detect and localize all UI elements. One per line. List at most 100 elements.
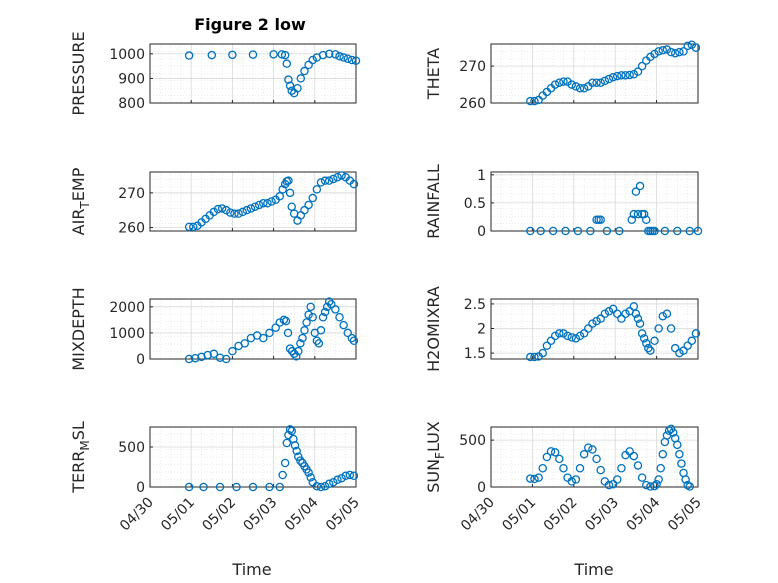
- data-point: [324, 479, 334, 489]
- data-point: [294, 452, 303, 461]
- data-point: [298, 333, 307, 343]
- data-point: [279, 315, 289, 325]
- data-point: [561, 226, 570, 236]
- y-tick-label: 1000: [109, 47, 145, 63]
- data-point: [292, 446, 301, 456]
- data-point: [652, 479, 661, 489]
- subplot-6: 1.5 2 2.5 H2OMIXRA: [424, 286, 701, 372]
- data-point: [285, 344, 295, 353]
- data-point: [184, 222, 194, 232]
- data-point: [675, 348, 684, 358]
- data-point: [296, 74, 306, 83]
- data-point: [341, 471, 350, 481]
- data-point: [608, 304, 618, 314]
- axes-box: [149, 43, 357, 104]
- data-point: [302, 318, 311, 327]
- data-point: [259, 333, 268, 343]
- data-point: [588, 78, 597, 87]
- y-tick-label: 0: [477, 480, 486, 496]
- data-point: [604, 307, 614, 316]
- data-point: [602, 226, 612, 236]
- data-point: [654, 475, 663, 484]
- data-point: [662, 45, 672, 54]
- data-point: [320, 307, 330, 317]
- data-point: [691, 43, 701, 52]
- axes-box: [490, 426, 699, 488]
- data-point: [633, 209, 643, 219]
- data-point: [658, 46, 668, 55]
- data-point: [343, 54, 353, 64]
- y-axis-label: RAINFALL: [424, 164, 443, 239]
- y-axis-label: THETA: [424, 48, 443, 100]
- data-point: [304, 468, 313, 477]
- y-tick-label: 0.5: [464, 196, 486, 212]
- data-point: [287, 426, 296, 436]
- data-point: [290, 441, 300, 450]
- data-point: [579, 84, 589, 93]
- y-tick-label: 2: [477, 322, 486, 338]
- data-point: [265, 328, 274, 338]
- data-point: [586, 226, 595, 236]
- data-point: [596, 215, 605, 225]
- data-point: [559, 329, 568, 338]
- data-point: [184, 354, 194, 364]
- data-point: [608, 479, 618, 489]
- data-point: [324, 297, 334, 306]
- data-point: [650, 481, 659, 491]
- data-point: [646, 346, 655, 355]
- data-point: [316, 482, 326, 492]
- axes-box: [490, 43, 699, 104]
- data-point: [337, 171, 346, 180]
- y-tick-label: 1: [477, 168, 486, 184]
- data-point: [637, 61, 647, 71]
- data-point: [679, 47, 688, 56]
- data-point: [339, 320, 348, 330]
- data-point: [658, 449, 668, 459]
- data-point: [592, 78, 601, 87]
- data-point: [285, 425, 295, 434]
- data-point: [221, 205, 231, 215]
- data-point: [563, 331, 572, 341]
- data-point: [550, 331, 560, 341]
- data-point: [617, 463, 626, 473]
- y-tick-label: 500: [118, 440, 145, 456]
- data-point: [324, 49, 334, 59]
- data-point: [567, 477, 576, 486]
- data-point: [596, 314, 605, 323]
- x-axis-label-left: Time: [231, 560, 271, 579]
- data-point: [530, 352, 539, 362]
- data-point: [333, 475, 342, 485]
- data-point: [613, 475, 622, 484]
- data-point: [621, 309, 630, 319]
- y-tick-label: 270: [118, 186, 145, 202]
- data-point: [693, 226, 703, 236]
- y-tick-label: 260: [459, 96, 486, 112]
- data-point: [215, 353, 225, 362]
- data-point: [327, 299, 336, 309]
- data-point: [559, 463, 568, 473]
- data-point: [546, 336, 556, 346]
- data-point: [650, 336, 659, 346]
- data-point: [604, 74, 614, 84]
- data-point: [345, 470, 355, 480]
- data-point: [668, 428, 678, 437]
- data-point: [542, 341, 552, 350]
- data-point: [217, 204, 227, 213]
- data-point: [318, 313, 328, 322]
- data-point: [189, 222, 198, 232]
- data-point: [300, 205, 309, 215]
- data-point: [250, 202, 260, 211]
- data-point: [331, 50, 340, 59]
- data-point: [642, 480, 651, 490]
- data-point: [318, 50, 328, 60]
- data-point: [650, 226, 659, 236]
- axes-box: [149, 171, 357, 232]
- y-tick-label: 0: [136, 352, 145, 368]
- data-point: [642, 339, 651, 348]
- data-point: [673, 226, 682, 236]
- data-point: [306, 302, 315, 312]
- y-tick-label: 0: [136, 480, 145, 496]
- axes-box: [149, 298, 357, 360]
- data-point: [588, 445, 597, 454]
- data-point: [683, 341, 692, 350]
